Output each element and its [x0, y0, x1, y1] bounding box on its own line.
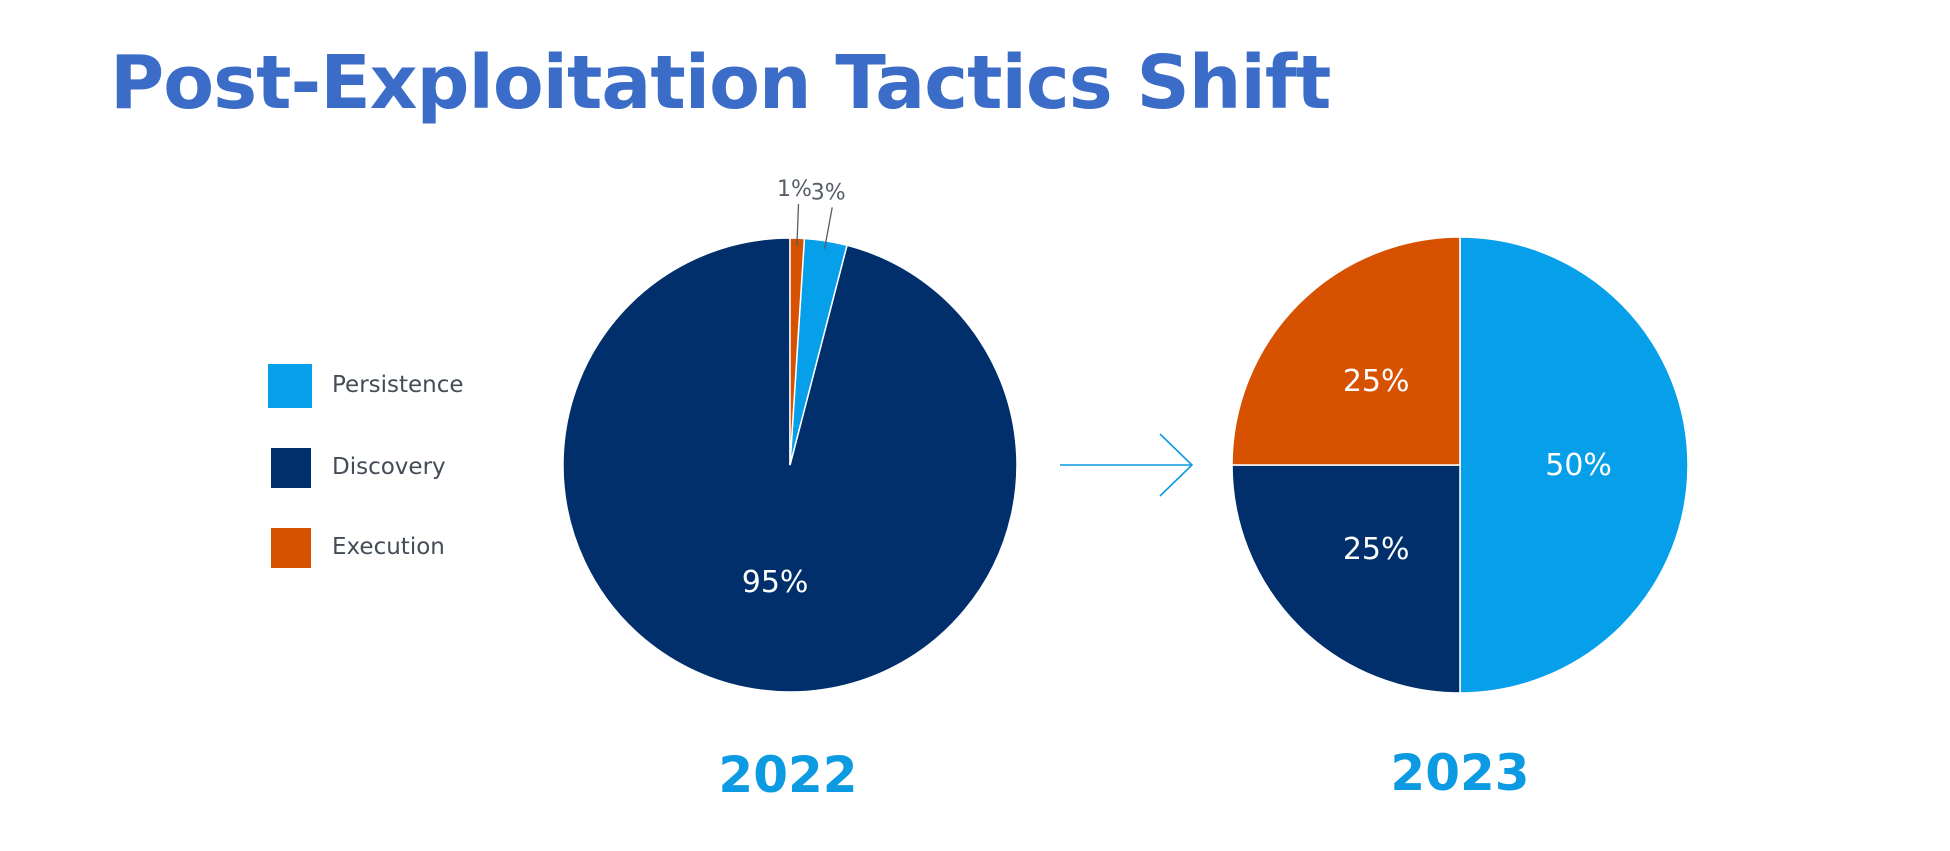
- data-label-2023-execution: 25%: [1343, 364, 1410, 399]
- legend-item-discovery: Discovery: [268, 446, 528, 492]
- legend-item-execution: Execution: [268, 526, 528, 572]
- page-title: Post-Exploitation Tactics Shift: [110, 40, 1331, 126]
- year-label-2023: 2023: [1390, 744, 1529, 802]
- legend-label-discovery: Discovery: [332, 454, 446, 480]
- legend-label-persistence: Persistence: [332, 372, 464, 398]
- legend-label-execution: Execution: [332, 534, 445, 560]
- legend-item-persistence: Persistence: [268, 364, 528, 410]
- legend-swatch-discovery: [271, 448, 311, 488]
- arrow-icon: [1060, 433, 1194, 497]
- leader-line-2022-persistence: [823, 207, 833, 249]
- data-label-2023-persistence: 50%: [1545, 448, 1612, 483]
- pie-slice-2023-discovery: [1231, 464, 1461, 694]
- pie-slice-2023-persistence: [1459, 236, 1689, 694]
- legend-swatch-persistence: [268, 364, 312, 408]
- data-label-2023-discovery: 25%: [1343, 532, 1410, 567]
- year-label-2022: 2022: [718, 746, 857, 804]
- leader-line-2022-execution: [796, 204, 800, 247]
- pie-chart-2022: 95% 3%1%: [562, 177, 1018, 693]
- data-label-2022-persistence: 3%: [811, 180, 846, 205]
- data-label-2022-discovery: 95%: [742, 565, 809, 600]
- data-label-2022-execution: 1%: [777, 177, 812, 202]
- legend-swatch-execution: [271, 528, 311, 568]
- pie-slice-2023-execution: [1231, 236, 1461, 466]
- pie-chart-2023: 50% 25% 25%: [1231, 236, 1689, 694]
- pie-slice-2022-discovery: [562, 237, 1018, 693]
